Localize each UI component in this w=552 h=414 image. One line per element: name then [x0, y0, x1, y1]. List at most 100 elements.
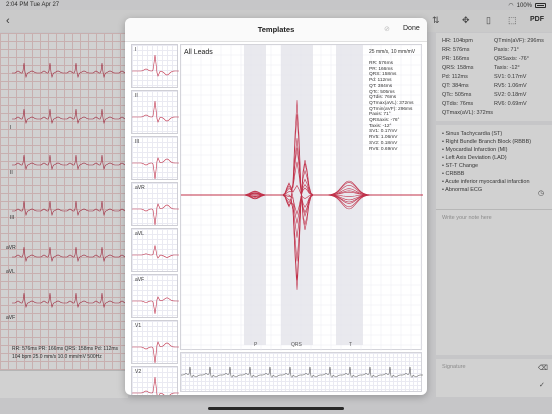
chart-measurement-line: Taxis: -12°: [369, 123, 392, 129]
right-panel: HR: 104bpm QTmin(aVF): 296ms RR: 576ms P…: [432, 33, 552, 398]
t-wave-label: T: [349, 342, 353, 348]
background-lead-trace: [12, 62, 129, 79]
diagnosis-item: • Sinus Tachycardia (ST): [442, 131, 503, 137]
signature-box[interactable]: Signature ⌫ ✓: [436, 359, 552, 397]
bg-info-line1: RR: 576ms PR: 166ms QRS: 158ms Pd: 112ms: [12, 346, 119, 352]
chart-measurement-line: PR: 166ms: [369, 66, 393, 72]
qrs-label: QRS: [291, 342, 302, 348]
thumbnail-trace: [132, 54, 179, 77]
thumbnail-trace: [132, 100, 179, 123]
chart-measurements: RR: 576ms PR: 166ms QRS: 158ms Pd: 112ms QT:…: [369, 61, 414, 152]
measurement: QTc: 505ms: [442, 92, 472, 98]
wifi-icon: ◠: [508, 3, 514, 9]
thumbnail-label: III: [135, 139, 140, 145]
note-field[interactable]: Write your note here: [436, 209, 552, 355]
rhythm-strip: [180, 352, 423, 392]
battery-percent: 100%: [516, 2, 532, 9]
thumbnail-beat-path: [132, 157, 179, 180]
bg-lead-label: I: [10, 125, 12, 131]
measurement: PR: 166ms: [442, 56, 470, 62]
lead-thumbnail[interactable]: II: [131, 90, 179, 134]
checkmark-icon[interactable]: ✓: [539, 382, 545, 389]
thumbnail-trace: [132, 341, 179, 364]
status-time: 2:04 PM: [6, 2, 29, 8]
crop-icon[interactable]: ⬚: [508, 15, 517, 25]
measurement: QRS: 158ms: [442, 65, 474, 71]
chart-measurement-line: QTmin(aVF): 296ms: [369, 106, 413, 112]
rhythm-trace: [181, 366, 423, 378]
bg-lead-label: II: [10, 170, 13, 176]
diagnosis-item: • Right Bundle Branch Block (RBBB): [442, 139, 532, 145]
back-chevron-icon[interactable]: ‹: [6, 15, 10, 27]
wave-interval-shade: [336, 45, 363, 345]
thumbnail-label: II: [135, 93, 138, 99]
diagnosis-text: CRBBB: [445, 171, 465, 177]
bg-info-line2: 104 bpm 25.0 mm/s 10.0 mm/mV 500Hz: [12, 354, 102, 360]
diagnosis-text: Sinus Tachycardia (ST): [445, 131, 503, 137]
bg-lead-label: aVR: [6, 245, 16, 251]
all-leads-overlay-svg: [181, 45, 423, 351]
chart-measurement-line: RV6: 0.69mV: [369, 146, 398, 152]
templates-modal: Templates ⊘ Done I II III aVR aVL aVF V1…: [125, 18, 427, 395]
lead-thumbnail[interactable]: aVR: [131, 182, 179, 226]
chart-measurement-line: QTmax(aVL): 372ms: [369, 100, 414, 106]
thumbnail-beat-path: [132, 341, 179, 364]
thumbnail-trace: [132, 157, 179, 180]
ecg-background: I II III aVR aVL aVF RR: 576ms PR: 166ms…: [0, 33, 129, 398]
measurement: QTmin(aVF): 296ms: [494, 38, 544, 44]
pdf-button[interactable]: PDF: [530, 16, 544, 23]
modal-header: Templates ⊘ Done: [125, 18, 427, 42]
layout-icon[interactable]: ▯: [486, 15, 491, 25]
thumbnail-beat-path: [132, 296, 179, 314]
measurement: QRSaxis: -76°: [494, 56, 529, 62]
thumbnail-trace: [132, 203, 179, 226]
sort-icon[interactable]: ⇅: [432, 15, 440, 25]
chart-measurement-line: QRS: 158ms: [369, 72, 397, 78]
lead-thumbnail[interactable]: aVF: [131, 274, 179, 318]
diagnosis-item: • Left Axis Deviation (LAD): [442, 155, 507, 161]
status-date: Tue Apr 27: [30, 2, 60, 8]
measurement: RR: 576ms: [442, 47, 470, 53]
modal-title: Templates: [257, 25, 295, 34]
status-bar: 2:04 PM Tue Apr 27 ◠ 100%: [0, 0, 552, 10]
battery-icon: [535, 3, 546, 8]
bg-lead-label: aVL: [6, 269, 15, 275]
measurements-box: HR: 104bpm QTmin(aVF): 296ms RR: 576ms P…: [436, 33, 552, 121]
measurement: SV1: 0.17mV: [494, 74, 527, 80]
lead-thumbnail[interactable]: III: [131, 136, 179, 180]
chart-measurement-line: QTdis: 76ms: [369, 95, 397, 101]
chart-measurement-line: SV1: 0.17mV: [369, 129, 398, 135]
lead-thumbnail[interactable]: I: [131, 44, 179, 88]
lead-thumbnail[interactable]: V1: [131, 320, 179, 364]
p-wave-label: P: [254, 342, 258, 348]
background-lead-trace: [12, 200, 129, 217]
signature-label: Signature: [442, 364, 466, 370]
thumbnail-label: I: [135, 47, 137, 53]
thumbnail-beat-path: [132, 54, 179, 77]
measurement: RV6: 0.69mV: [494, 101, 527, 107]
measurement: SV2: 0.18mV: [494, 92, 527, 98]
diagnosis-item: • Abnormal ECG: [442, 187, 483, 193]
measurement: QT: 384ms: [442, 83, 469, 89]
measurement: QTmax(aVL): 372ms: [442, 110, 494, 116]
lead-thumbnail-list[interactable]: I II III aVR aVL aVF V1 V2: [131, 44, 179, 395]
rhythm-path: [181, 366, 423, 378]
link-icon[interactable]: ⊘: [384, 26, 390, 33]
chart-measurement-line: QTc: 505ms: [369, 89, 395, 95]
thumbnail-trace: [132, 376, 179, 395]
lead-thumbnail[interactable]: aVL: [131, 228, 179, 272]
move-icon[interactable]: ✥: [462, 15, 470, 25]
lead-thumbnail[interactable]: V2: [131, 366, 179, 395]
chart-measurement-line: Paxis: 71°: [369, 112, 391, 118]
background-lead-trace: [12, 246, 129, 263]
done-button[interactable]: Done: [403, 25, 420, 32]
eraser-icon[interactable]: ⌫: [538, 365, 548, 372]
background-lead-trace: [12, 108, 129, 125]
diagnosis-item: • ST-T Change: [442, 163, 479, 169]
chart-measurement-line: RR: 576ms: [369, 61, 393, 66]
measurement: Paxis: 71°: [494, 47, 519, 53]
diagnosis-text: ST-T Change: [445, 163, 479, 169]
clock-icon[interactable]: ◷: [538, 190, 545, 197]
thumbnail-trace: [132, 245, 179, 259]
chart-measurement-line: RV5: 1.06mV: [369, 135, 398, 141]
